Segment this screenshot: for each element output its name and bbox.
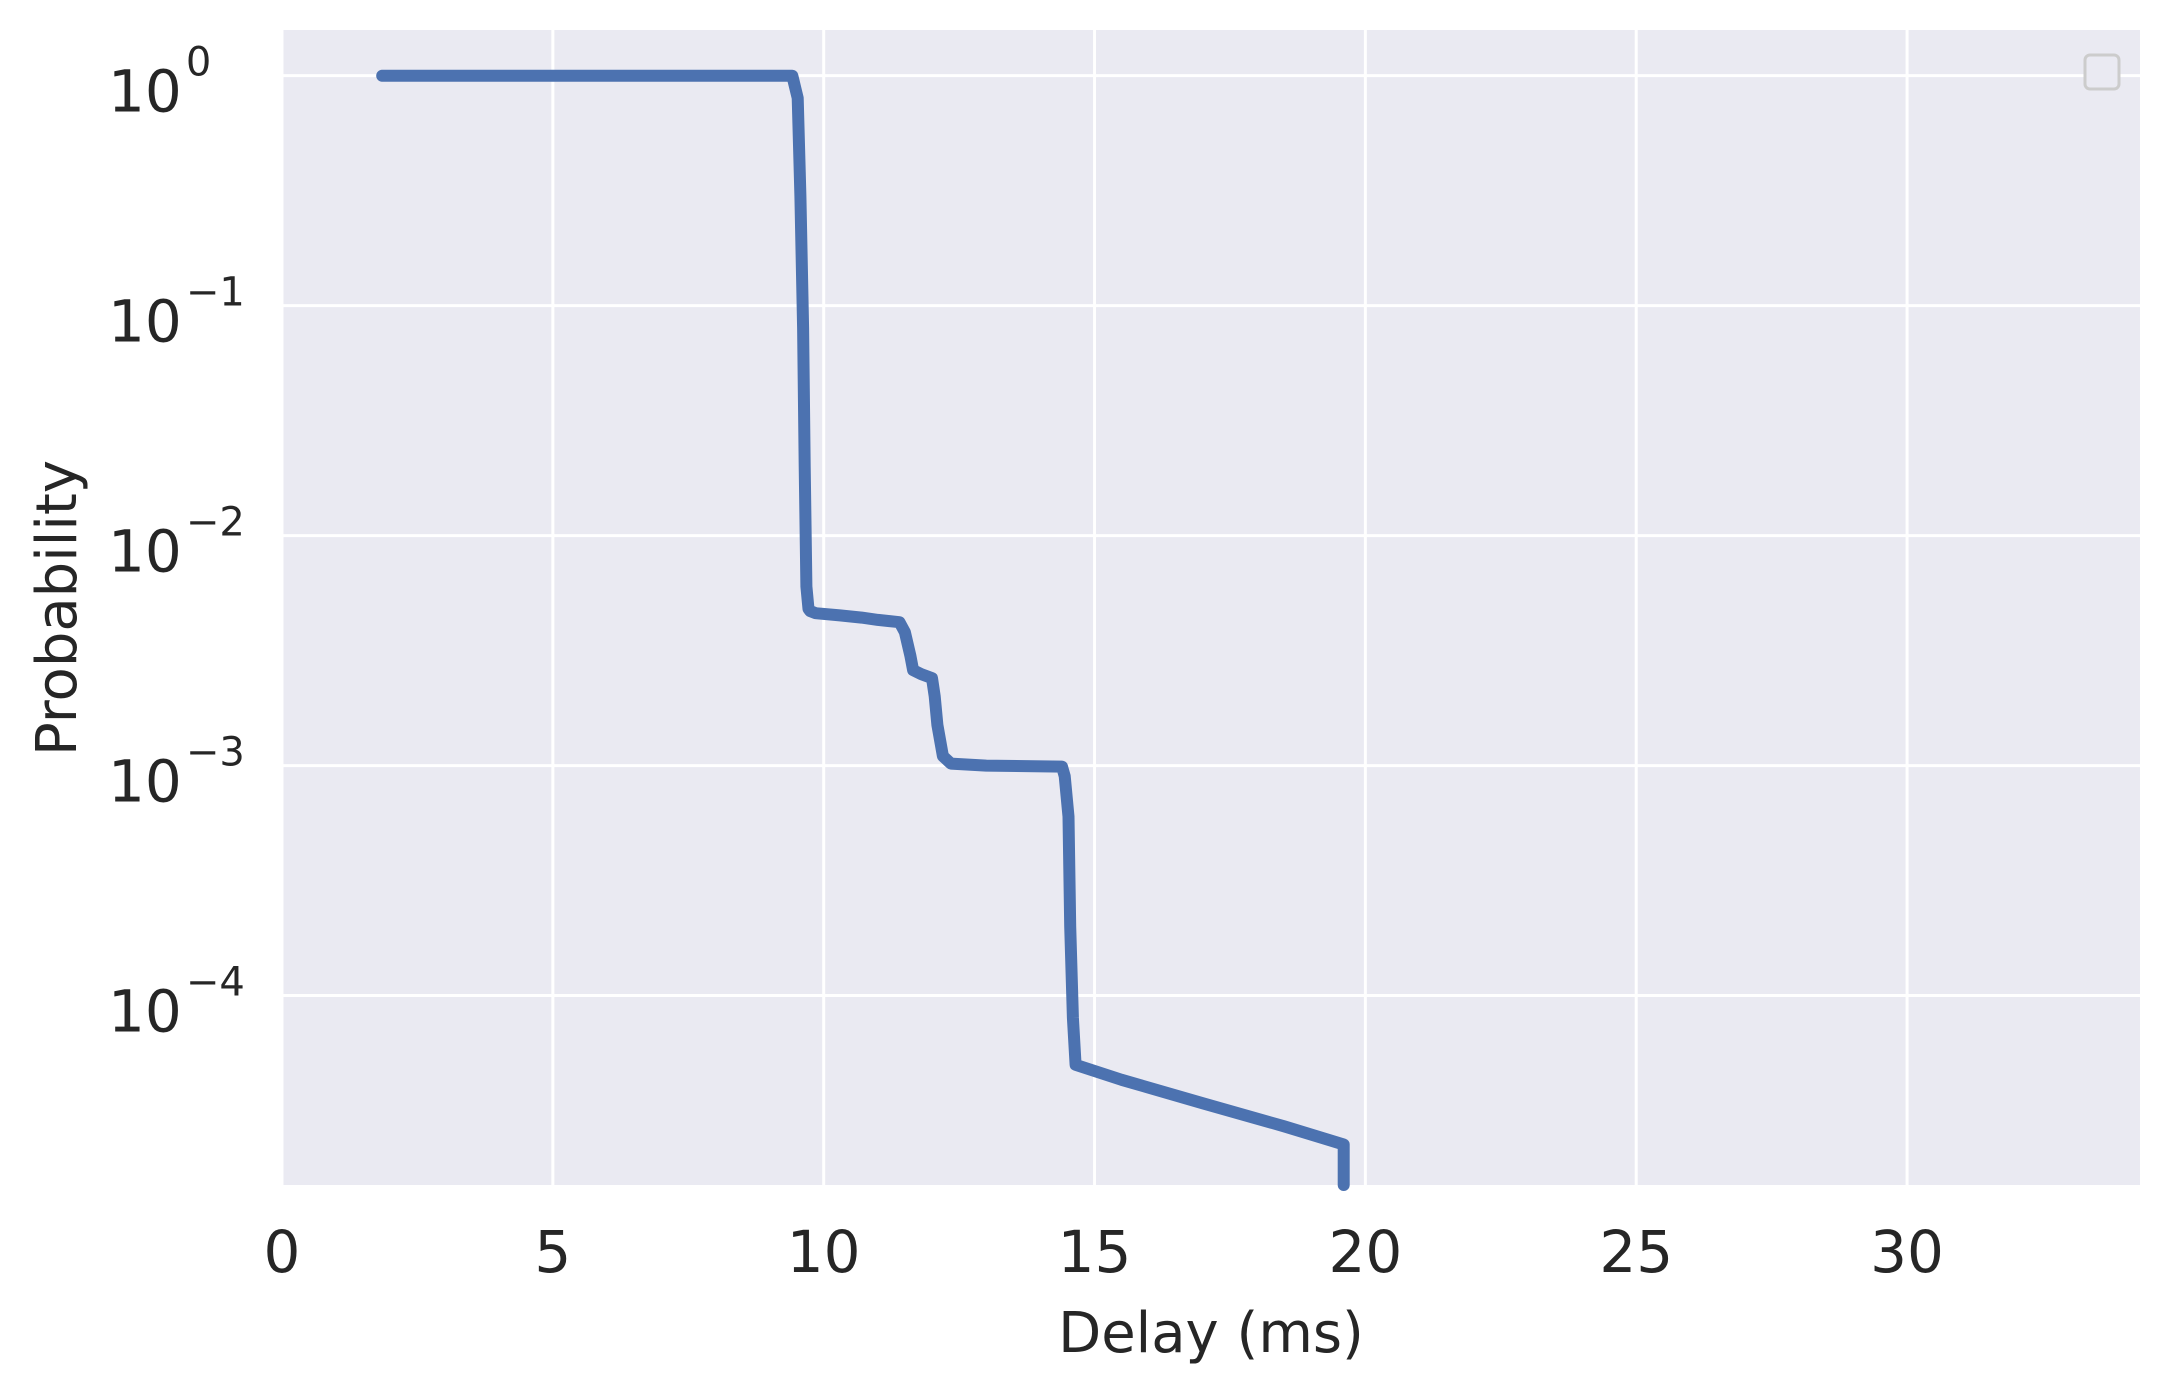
legend-box — [2083, 53, 2121, 91]
y-tick-label: 10 −4 — [108, 960, 245, 1046]
grid — [280, 30, 2140, 1185]
y-tick-label: 10 0 — [108, 40, 211, 126]
x-tick-label: 10 — [787, 1218, 861, 1286]
x-tick-label: 20 — [1328, 1218, 1402, 1286]
y-tick-label: 10 −2 — [108, 500, 245, 586]
x-tick-label: 0 — [264, 1218, 301, 1286]
x-tick-label: 15 — [1058, 1218, 1132, 1286]
x-tick-label: 5 — [534, 1218, 571, 1286]
series-line — [376, 69, 1350, 1191]
x-tick-labels: 0 5 10 15 20 25 30 — [264, 1218, 1944, 1286]
x-axis-label: Delay (ms) — [1058, 1301, 1364, 1366]
x-tick-label: 30 — [1870, 1218, 1944, 1286]
x-tick-label: 25 — [1599, 1218, 1673, 1286]
y-tick-label: 10 −3 — [108, 730, 245, 816]
y-axis-label: Probability — [25, 460, 90, 756]
series-layer — [376, 69, 1350, 1191]
y-tick-label: 10 −1 — [108, 270, 245, 356]
plot-area — [282, 30, 2140, 1185]
